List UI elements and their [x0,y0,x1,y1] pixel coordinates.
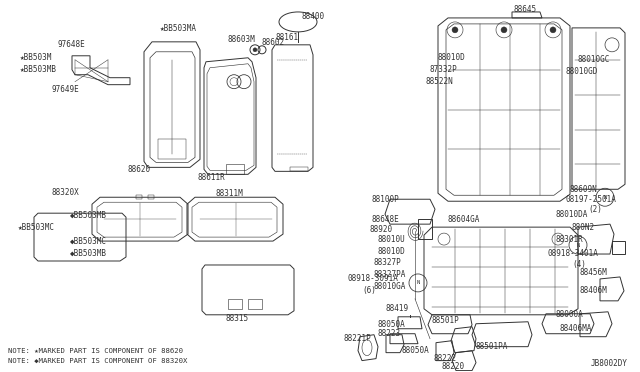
Text: 88645: 88645 [514,6,537,15]
Text: 08918-3091A: 08918-3091A [348,275,399,283]
Text: 88010GA: 88010GA [374,282,406,291]
Text: 08918-3401A: 08918-3401A [548,248,599,257]
Text: N: N [417,280,420,285]
Text: 97648E: 97648E [58,40,86,49]
Text: 88320X: 88320X [52,188,80,197]
Text: 88609N: 88609N [570,185,598,194]
Text: NOTE: ◆MARKED PART IS COMPONENT OF 88320X: NOTE: ◆MARKED PART IS COMPONENT OF 88320… [8,357,188,363]
Text: ★BB503MC: ★BB503MC [18,222,55,232]
Circle shape [253,48,257,52]
Text: 88301R: 88301R [556,235,584,244]
Text: 88311M: 88311M [216,189,244,198]
Text: 880N2: 880N2 [572,222,595,232]
Text: 88611R: 88611R [198,173,226,182]
Text: ◆BB503MB: ◆BB503MB [70,248,107,257]
Text: 88327PA: 88327PA [374,270,406,279]
Text: 88050A: 88050A [377,320,404,329]
Text: ◆BB503MB: ◆BB503MB [70,211,107,220]
Text: 88010GD: 88010GD [565,67,597,76]
Text: 88221P: 88221P [344,334,372,343]
Text: 08197-2501A: 08197-2501A [566,195,617,204]
Text: JB8002DY: JB8002DY [591,359,628,368]
Text: 88010D: 88010D [438,53,466,62]
Text: 88501P: 88501P [432,316,460,325]
Text: 88419: 88419 [386,304,409,313]
Circle shape [501,27,507,33]
Text: 88223: 88223 [378,329,401,338]
Text: 88406M: 88406M [580,286,608,295]
Text: 88602: 88602 [261,38,284,47]
Text: 88010GC: 88010GC [578,55,611,64]
Text: 88050A: 88050A [402,346,429,355]
Text: 88222: 88222 [434,354,457,363]
Text: 88456M: 88456M [580,269,608,278]
Text: 88100P: 88100P [372,195,400,204]
Circle shape [452,27,458,33]
Text: 88603M: 88603M [228,35,256,44]
Text: 88327P: 88327P [374,259,402,267]
Text: 88920: 88920 [370,225,393,234]
Text: ★BB503M: ★BB503M [20,53,52,62]
Text: NOTE: ★MARKED PART IS COMPONENT OF 88620: NOTE: ★MARKED PART IS COMPONENT OF 88620 [8,348,183,354]
Text: 87332P: 87332P [430,65,458,74]
Text: 88604GA: 88604GA [448,215,481,224]
Text: (2): (2) [588,205,602,214]
Text: ★BB503MB: ★BB503MB [20,65,57,74]
Text: 88648E: 88648E [372,215,400,224]
Text: (6): (6) [362,286,376,295]
Text: ◆BB503MC: ◆BB503MC [70,237,107,246]
Text: 97649E: 97649E [52,85,80,94]
Text: N: N [604,195,607,200]
Text: 88010D: 88010D [378,247,406,256]
Text: N: N [577,243,580,247]
Text: 88010U: 88010U [378,235,406,244]
Text: (4): (4) [572,260,586,269]
Text: 88522N: 88522N [426,77,454,86]
Text: 88000A: 88000A [556,310,584,319]
Text: 88220: 88220 [442,362,465,371]
Text: 88501PA: 88501PA [476,342,508,351]
Circle shape [550,27,556,33]
Text: 88315: 88315 [225,314,248,323]
Text: 88400: 88400 [302,12,325,22]
Text: 88620: 88620 [128,165,151,174]
Text: 88406MA: 88406MA [560,324,593,333]
Text: 88010DA: 88010DA [556,210,588,219]
Text: 88161: 88161 [275,33,298,42]
Text: ★BB503MA: ★BB503MA [160,25,197,33]
